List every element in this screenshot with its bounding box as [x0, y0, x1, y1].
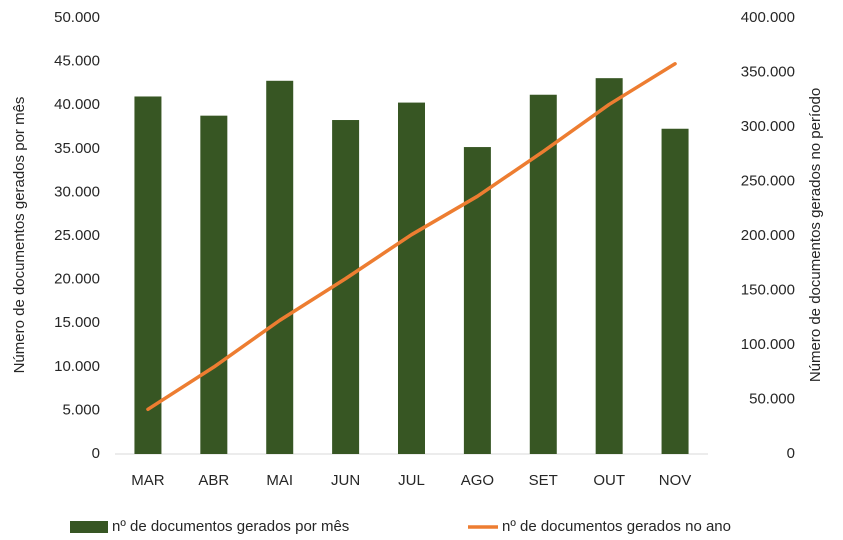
x-tick-label: NOV: [659, 472, 692, 489]
y2-tick-label: 0: [787, 445, 795, 462]
bar: [332, 120, 360, 455]
y-tick-label: 25.000: [54, 227, 100, 244]
y2-tick-label: 300.000: [741, 118, 795, 135]
x-tick-label: OUT: [593, 472, 625, 489]
x-tick-label: SET: [529, 472, 558, 489]
y2-tick-label: 400.000: [741, 9, 795, 26]
bar: [661, 128, 689, 454]
y2-tick-label: 150.000: [741, 281, 795, 298]
y-tick-label: 5.000: [62, 401, 100, 418]
y-tick-label: 50.000: [54, 9, 100, 26]
bar: [595, 78, 623, 454]
y-tick-label: 15.000: [54, 314, 100, 331]
y2-tick-label: 250.000: [741, 172, 795, 189]
y2-axis-title: Número de documentos gerados no período: [807, 88, 824, 382]
y-tick-label: 10.000: [54, 358, 100, 375]
y-tick-label: 30.000: [54, 183, 100, 200]
x-tick-label: MAR: [131, 472, 165, 489]
y-tick-label: 0: [92, 445, 100, 462]
y2-tick-label: 350.000: [741, 63, 795, 80]
bar: [134, 96, 162, 454]
y2-tick-label: 100.000: [741, 336, 795, 353]
y-tick-label: 35.000: [54, 140, 100, 157]
y2-tick-label: 50.000: [749, 390, 795, 407]
bar: [529, 94, 557, 455]
y-tick-label: 40.000: [54, 96, 100, 113]
bar: [398, 102, 425, 455]
legend-label: nº de documentos gerados por mês: [112, 518, 349, 535]
y-tick-label: 45.000: [54, 53, 100, 70]
legend-label: nº de documentos gerados no ano: [502, 518, 731, 535]
bar: [200, 115, 228, 454]
x-tick-label: JUL: [398, 472, 425, 489]
y-tick-label: 20.000: [54, 271, 100, 288]
bar: [266, 80, 294, 454]
x-tick-label: JUN: [331, 472, 360, 489]
y2-tick-label: 200.000: [741, 227, 795, 244]
line: [146, 62, 677, 412]
x-tick-label: MAI: [266, 472, 293, 489]
x-tick-label: ABR: [198, 472, 229, 489]
legend-swatch: [70, 521, 108, 533]
x-tick-label: AGO: [461, 472, 494, 489]
y-axis-title: Número de documentos gerados por mês: [11, 97, 28, 374]
bar: [463, 147, 491, 454]
